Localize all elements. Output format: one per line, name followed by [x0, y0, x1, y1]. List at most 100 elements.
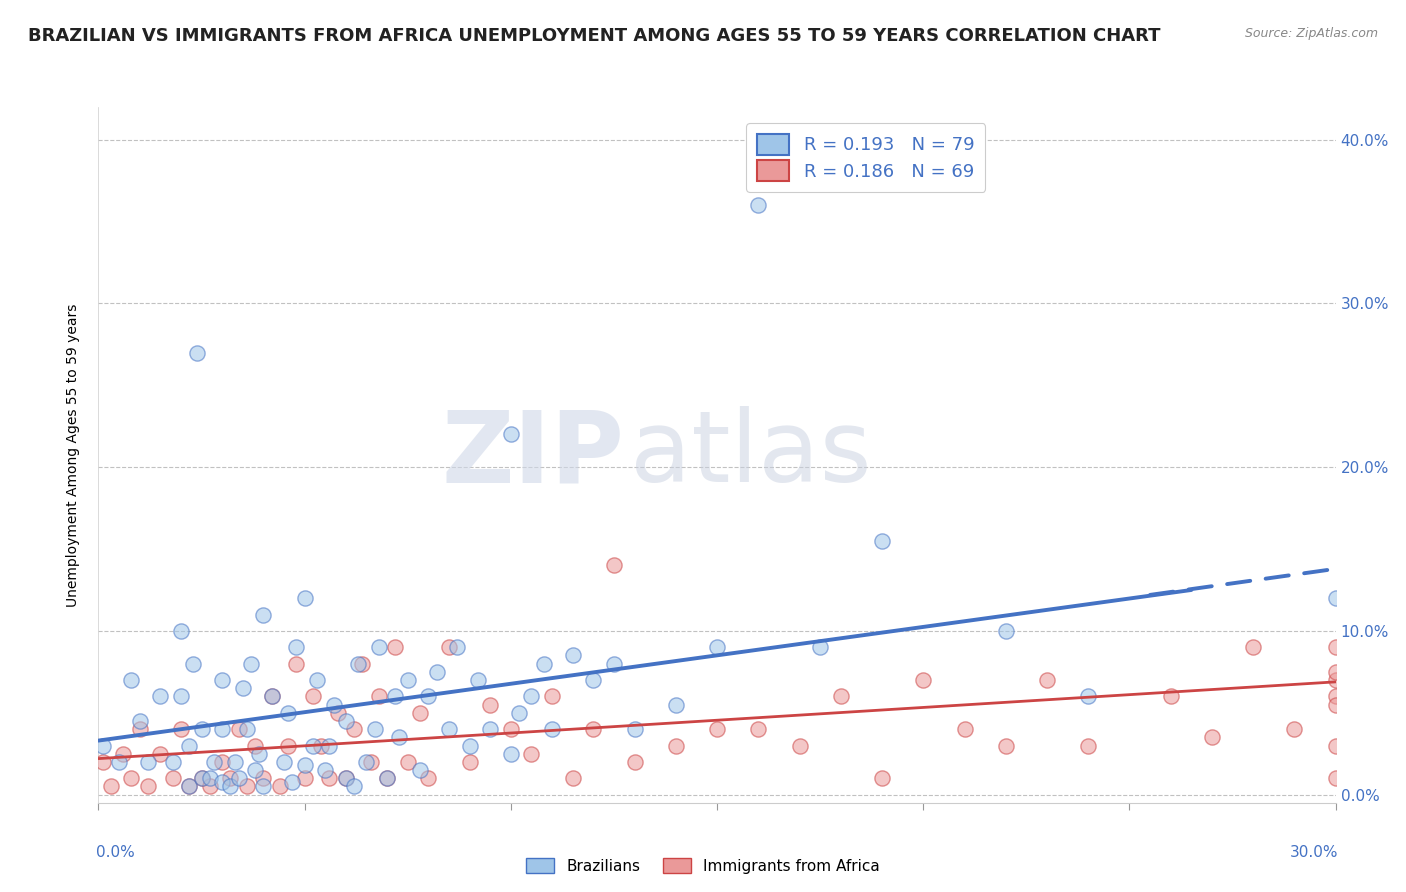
Point	[1324, 698, 1347, 712]
Point	[224, 755, 246, 769]
Point	[367, 690, 389, 704]
Point	[335, 714, 357, 728]
Point	[260, 690, 283, 704]
Point	[994, 624, 1017, 638]
Point	[561, 771, 583, 785]
Point	[446, 640, 468, 655]
Point	[285, 657, 308, 671]
Point	[396, 755, 419, 769]
Point	[136, 755, 159, 769]
Point	[335, 771, 357, 785]
Point	[211, 755, 233, 769]
Point	[190, 771, 212, 785]
Point	[252, 607, 274, 622]
Point	[149, 690, 172, 704]
Point	[91, 755, 114, 769]
Point	[179, 780, 201, 794]
Point	[277, 706, 299, 720]
Point	[409, 706, 432, 720]
Point	[277, 739, 299, 753]
Point	[181, 657, 204, 671]
Point	[294, 758, 316, 772]
Point	[352, 657, 374, 671]
Point	[458, 739, 481, 753]
Point	[318, 739, 340, 753]
Point	[1324, 673, 1347, 687]
Text: ZIP: ZIP	[441, 407, 624, 503]
Point	[128, 722, 150, 736]
Point	[375, 771, 398, 785]
Point	[228, 771, 250, 785]
Point	[322, 698, 344, 712]
Point	[281, 774, 304, 789]
Point	[409, 763, 432, 777]
Text: atlas: atlas	[630, 407, 872, 503]
Point	[479, 698, 502, 712]
Point	[309, 739, 332, 753]
Point	[356, 755, 378, 769]
Point	[198, 780, 221, 794]
Point	[347, 657, 370, 671]
Point	[170, 624, 193, 638]
Point	[314, 763, 336, 777]
Point	[108, 755, 131, 769]
Point	[789, 739, 811, 753]
Point	[623, 722, 645, 736]
Point	[994, 739, 1017, 753]
Point	[1324, 690, 1347, 704]
Point	[273, 755, 295, 769]
Point	[211, 722, 233, 736]
Point	[499, 722, 522, 736]
Point	[198, 771, 221, 785]
Point	[269, 780, 291, 794]
Point	[623, 755, 645, 769]
Point	[305, 673, 328, 687]
Point	[236, 780, 259, 794]
Point	[396, 673, 419, 687]
Point	[260, 690, 283, 704]
Point	[541, 690, 564, 704]
Point	[219, 780, 242, 794]
Point	[162, 771, 184, 785]
Point	[252, 771, 274, 785]
Text: BRAZILIAN VS IMMIGRANTS FROM AFRICA UNEMPLOYMENT AMONG AGES 55 TO 59 YEARS CORRE: BRAZILIAN VS IMMIGRANTS FROM AFRICA UNEM…	[28, 27, 1160, 45]
Point	[467, 673, 489, 687]
Point	[1324, 640, 1347, 655]
Point	[747, 198, 769, 212]
Point	[128, 714, 150, 728]
Text: 0.0%: 0.0%	[96, 845, 135, 860]
Point	[136, 780, 159, 794]
Point	[190, 771, 212, 785]
Point	[211, 673, 233, 687]
Point	[302, 690, 325, 704]
Point	[870, 771, 893, 785]
Point	[665, 739, 688, 753]
Point	[1077, 690, 1099, 704]
Point	[437, 640, 460, 655]
Point	[1160, 690, 1182, 704]
Point	[384, 640, 406, 655]
Point	[285, 640, 308, 655]
Point	[364, 722, 387, 736]
Point	[294, 771, 316, 785]
Point	[179, 739, 201, 753]
Point	[747, 722, 769, 736]
Point	[343, 780, 366, 794]
Point	[582, 673, 605, 687]
Point	[520, 690, 543, 704]
Point	[912, 673, 935, 687]
Point	[426, 665, 449, 679]
Point	[706, 722, 728, 736]
Point	[458, 755, 481, 769]
Point	[326, 706, 349, 720]
Point	[252, 780, 274, 794]
Point	[665, 698, 688, 712]
Point	[91, 739, 114, 753]
Point	[1201, 731, 1223, 745]
Point	[360, 755, 382, 769]
Point	[211, 774, 233, 789]
Point	[236, 722, 259, 736]
Point	[479, 722, 502, 736]
Text: 30.0%: 30.0%	[1289, 845, 1339, 860]
Point	[437, 722, 460, 736]
